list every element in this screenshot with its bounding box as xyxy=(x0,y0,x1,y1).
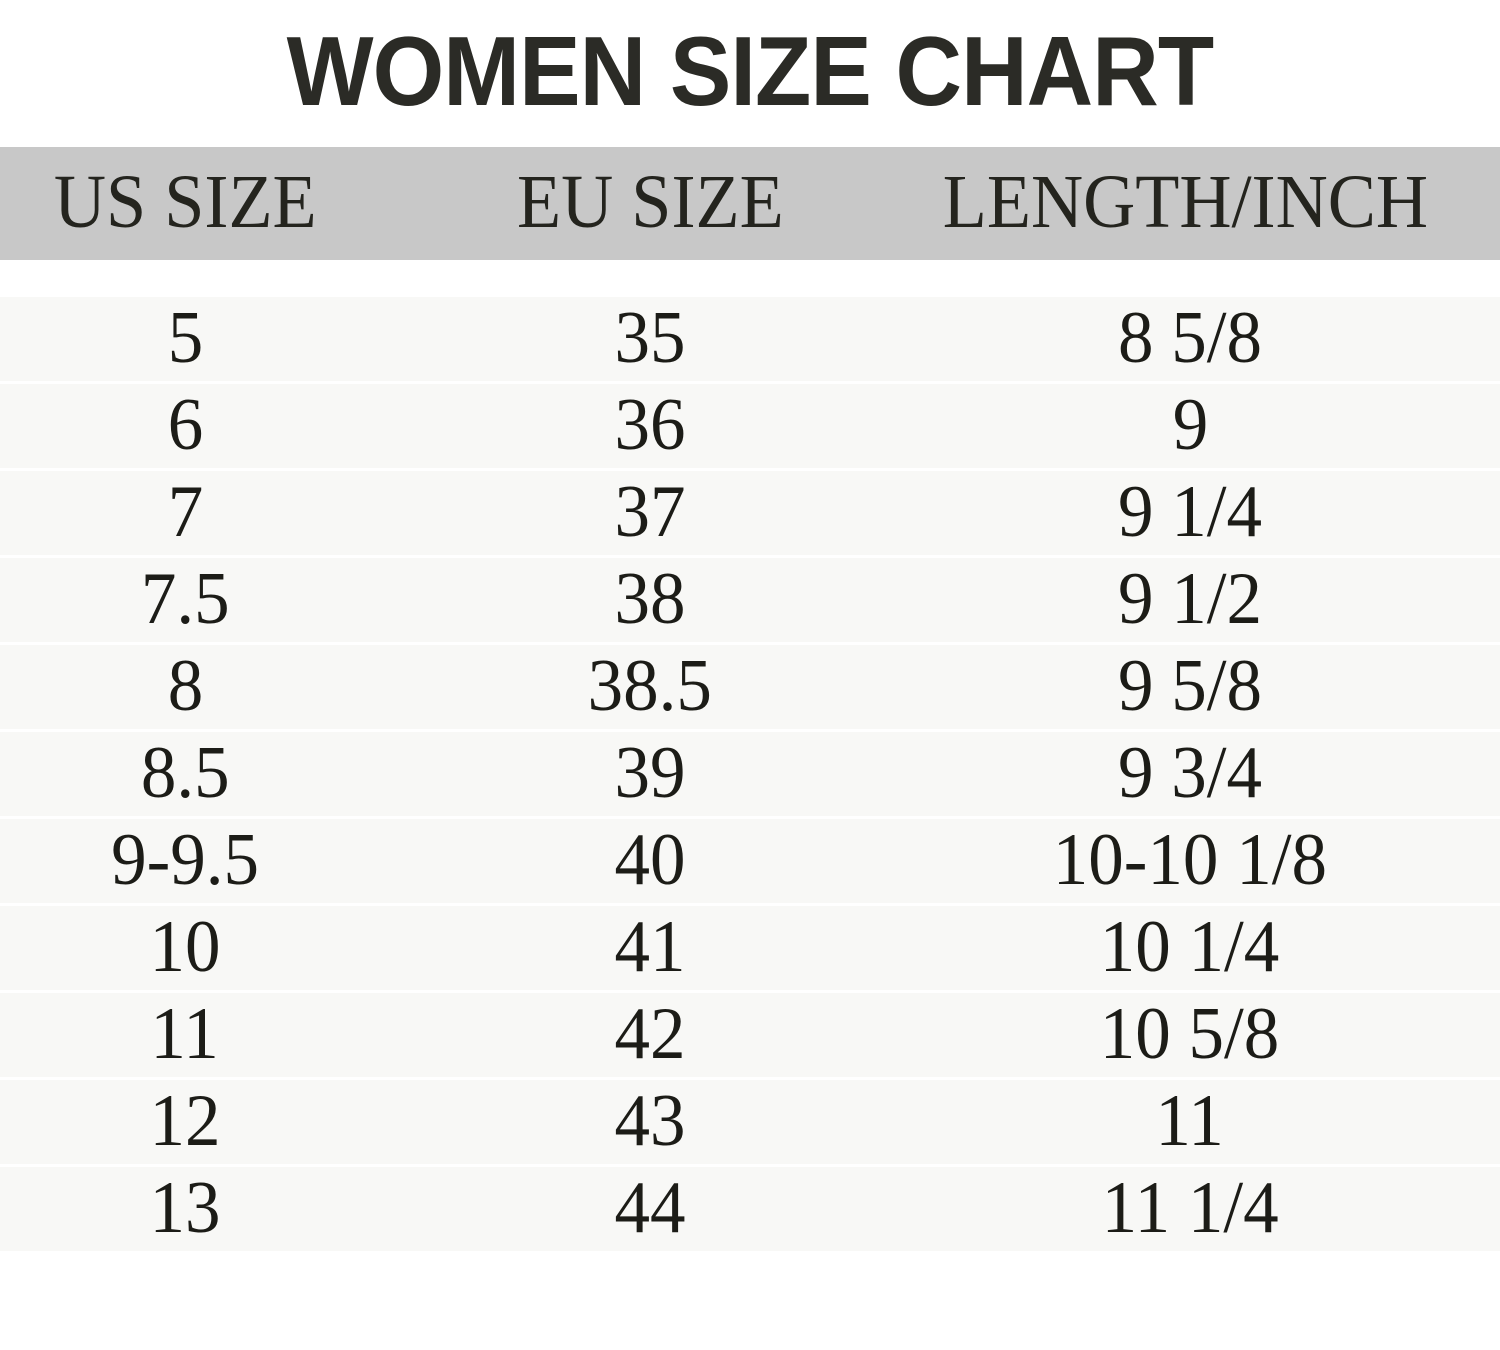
cell-eu-size-value: 38 xyxy=(614,557,686,640)
table-row: 12 43 11 xyxy=(0,1080,1500,1164)
cell-us-size: 11 xyxy=(0,993,370,1077)
cell-us-size-value: 12 xyxy=(149,1079,221,1162)
cell-eu-size-value: 39 xyxy=(614,731,686,814)
table-body: 5 35 8 5/8 6 36 9 7 37 9 1/4 7.5 38 9 1/2 8 38.5 9 5/8… xyxy=(0,260,1500,1350)
cell-length-inch-value: 9 5/8 xyxy=(1117,644,1263,727)
cell-length-inch-value: 11 1/4 xyxy=(1101,1166,1279,1249)
cell-eu-size-value: 40 xyxy=(614,818,686,901)
cell-length-inch: 11 xyxy=(960,1080,1420,1164)
column-header-us-size-label: US SIZE xyxy=(53,159,317,244)
cell-us-size-value: 8.5 xyxy=(140,731,230,814)
cell-eu-size: 43 xyxy=(465,1080,835,1164)
cell-length-inch-value: 10 1/4 xyxy=(1100,905,1280,988)
cell-eu-size-value: 38.5 xyxy=(587,644,713,727)
cell-us-size-value: 8 xyxy=(167,644,203,727)
table-row: 7 37 9 1/4 xyxy=(0,471,1500,555)
cell-us-size-value: 10 xyxy=(149,905,221,988)
cell-eu-size: 44 xyxy=(465,1167,835,1251)
chart-title-bar: WOMEN SIZE CHART xyxy=(0,0,1500,147)
cell-us-size: 7 xyxy=(0,471,370,555)
cell-length-inch: 9 1/4 xyxy=(960,471,1420,555)
cell-eu-size-value: 43 xyxy=(614,1079,686,1162)
cell-length-inch-value: 10 5/8 xyxy=(1100,992,1280,1075)
table-row: 7.5 38 9 1/2 xyxy=(0,558,1500,642)
table-row: 6 36 9 xyxy=(0,384,1500,468)
cell-length-inch-value: 11 xyxy=(1155,1079,1225,1162)
table-header-row: US SIZE EU SIZE LENGTH/INCH xyxy=(0,147,1500,260)
cell-eu-size: 39 xyxy=(465,732,835,816)
cell-length-inch-value: 9 1/2 xyxy=(1117,557,1263,640)
table-row: 9-9.5 40 10-10 1/8 xyxy=(0,819,1500,903)
table-row: 11 42 10 5/8 xyxy=(0,993,1500,1077)
cell-length-inch-value: 9 3/4 xyxy=(1117,731,1263,814)
cell-us-size-value: 6 xyxy=(167,383,203,466)
cell-us-size: 12 xyxy=(0,1080,370,1164)
cell-eu-size: 37 xyxy=(465,471,835,555)
column-header-eu-size: EU SIZE xyxy=(440,147,860,260)
page-title: WOMEN SIZE CHART xyxy=(286,15,1215,126)
cell-eu-size: 38 xyxy=(465,558,835,642)
cell-eu-size-value: 44 xyxy=(614,1166,686,1249)
cell-eu-size-value: 35 xyxy=(614,296,686,379)
column-header-length-inch: LENGTH/INCH xyxy=(870,147,1500,260)
cell-length-inch-value: 9 1/4 xyxy=(1117,470,1263,553)
table-row: 13 44 11 1/4 xyxy=(0,1167,1500,1251)
cell-us-size: 9-9.5 xyxy=(0,819,370,903)
cell-eu-size: 40 xyxy=(465,819,835,903)
cell-length-inch: 10-10 1/8 xyxy=(960,819,1420,903)
cell-length-inch: 9 xyxy=(960,384,1420,468)
cell-us-size-value: 11 xyxy=(150,992,220,1075)
column-header-eu-size-label: EU SIZE xyxy=(516,159,784,244)
cell-eu-size-value: 36 xyxy=(614,383,686,466)
cell-eu-size-value: 37 xyxy=(614,470,686,553)
cell-length-inch: 10 1/4 xyxy=(960,906,1420,990)
cell-eu-size: 35 xyxy=(465,297,835,381)
cell-length-inch: 9 5/8 xyxy=(960,645,1420,729)
cell-eu-size-value: 41 xyxy=(614,905,686,988)
cell-length-inch-value: 9 xyxy=(1172,383,1208,466)
cell-us-size: 8.5 xyxy=(0,732,370,816)
table-row: 8.5 39 9 3/4 xyxy=(0,732,1500,816)
column-header-us-size: US SIZE xyxy=(0,147,370,260)
cell-eu-size-value: 42 xyxy=(614,992,686,1075)
cell-length-inch: 9 3/4 xyxy=(960,732,1420,816)
table-row: 5 35 8 5/8 xyxy=(0,297,1500,381)
cell-us-size-value: 5 xyxy=(167,296,203,379)
cell-eu-size: 41 xyxy=(465,906,835,990)
cell-length-inch: 9 1/2 xyxy=(960,558,1420,642)
column-header-length-inch-label: LENGTH/INCH xyxy=(942,159,1428,244)
cell-eu-size: 42 xyxy=(465,993,835,1077)
cell-us-size: 5 xyxy=(0,297,370,381)
table-row: 10 41 10 1/4 xyxy=(0,906,1500,990)
cell-length-inch: 8 5/8 xyxy=(960,297,1420,381)
cell-us-size-value: 7.5 xyxy=(140,557,230,640)
cell-us-size-value: 9-9.5 xyxy=(111,818,259,901)
cell-us-size-value: 7 xyxy=(167,470,203,553)
cell-length-inch-value: 10-10 1/8 xyxy=(1052,818,1328,901)
table-row: 8 38.5 9 5/8 xyxy=(0,645,1500,729)
cell-length-inch: 11 1/4 xyxy=(960,1167,1420,1251)
cell-us-size: 7.5 xyxy=(0,558,370,642)
cell-us-size: 13 xyxy=(0,1167,370,1251)
cell-length-inch-value: 8 5/8 xyxy=(1117,296,1263,379)
cell-us-size: 8 xyxy=(0,645,370,729)
cell-eu-size: 38.5 xyxy=(465,645,835,729)
cell-us-size: 6 xyxy=(0,384,370,468)
cell-us-size-value: 13 xyxy=(149,1166,221,1249)
cell-eu-size: 36 xyxy=(465,384,835,468)
cell-length-inch: 10 5/8 xyxy=(960,993,1420,1077)
cell-us-size: 10 xyxy=(0,906,370,990)
